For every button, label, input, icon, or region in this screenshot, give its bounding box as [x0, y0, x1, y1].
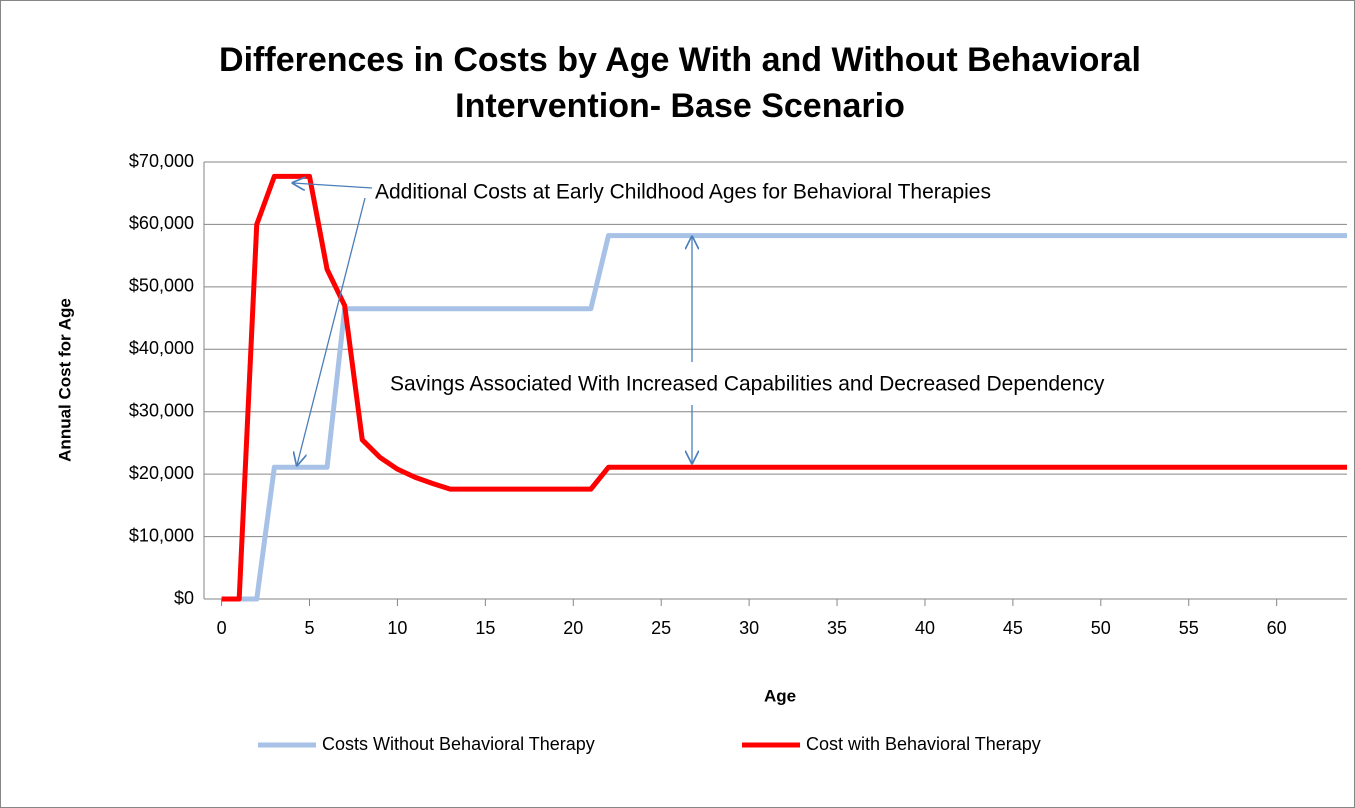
x-tick-label: 50 [1091, 618, 1111, 638]
x-tick-label: 60 [1267, 618, 1287, 638]
y-axis-title: Annual Cost for Age [55, 298, 74, 462]
x-tick-label: 30 [739, 618, 759, 638]
x-tick-label: 5 [304, 618, 314, 638]
legend-label: Cost with Behavioral Therapy [806, 734, 1041, 754]
legend-label: Costs Without Behavioral Therapy [322, 734, 595, 754]
x-tick-label: 35 [827, 618, 847, 638]
annotation-arrows [293, 183, 692, 465]
plot-area: $0 $10,000 $20,000 $30,000 $40,000 $50,000 $60… [129, 151, 1347, 638]
y-tick-label: $40,000 [129, 338, 194, 358]
x-tick-label: 40 [915, 618, 935, 638]
x-tick-label: 15 [475, 618, 495, 638]
series-line [221, 173, 1347, 602]
y-tick-label: $70,000 [129, 151, 194, 171]
chart-title: Intervention- Base Scenario [455, 87, 905, 125]
x-tick-label: 55 [1179, 618, 1199, 638]
y-tick-label: $20,000 [129, 463, 194, 483]
x-tick-label: 25 [651, 618, 671, 638]
annotation: Additional Costs at Early Childhood Ages… [375, 181, 991, 204]
y-tick-label: $0 [174, 588, 194, 608]
y-tick-label: $30,000 [129, 400, 194, 420]
chart-title: Differences in Costs by Age With and Wit… [219, 41, 1141, 79]
y-tick-label: $60,000 [129, 213, 194, 233]
x-axis-title: Age [764, 686, 796, 705]
x-tick-label: 20 [563, 618, 583, 638]
x-tick-label: 45 [1003, 618, 1023, 638]
x-tick-label: 10 [387, 618, 407, 638]
series-line [221, 233, 1347, 602]
x-tick-label: 0 [217, 618, 227, 638]
y-tick-label: $10,000 [129, 525, 194, 545]
annotation: Savings Associated With Increased Capabi… [390, 373, 1105, 396]
y-tick-label: $50,000 [129, 276, 194, 296]
